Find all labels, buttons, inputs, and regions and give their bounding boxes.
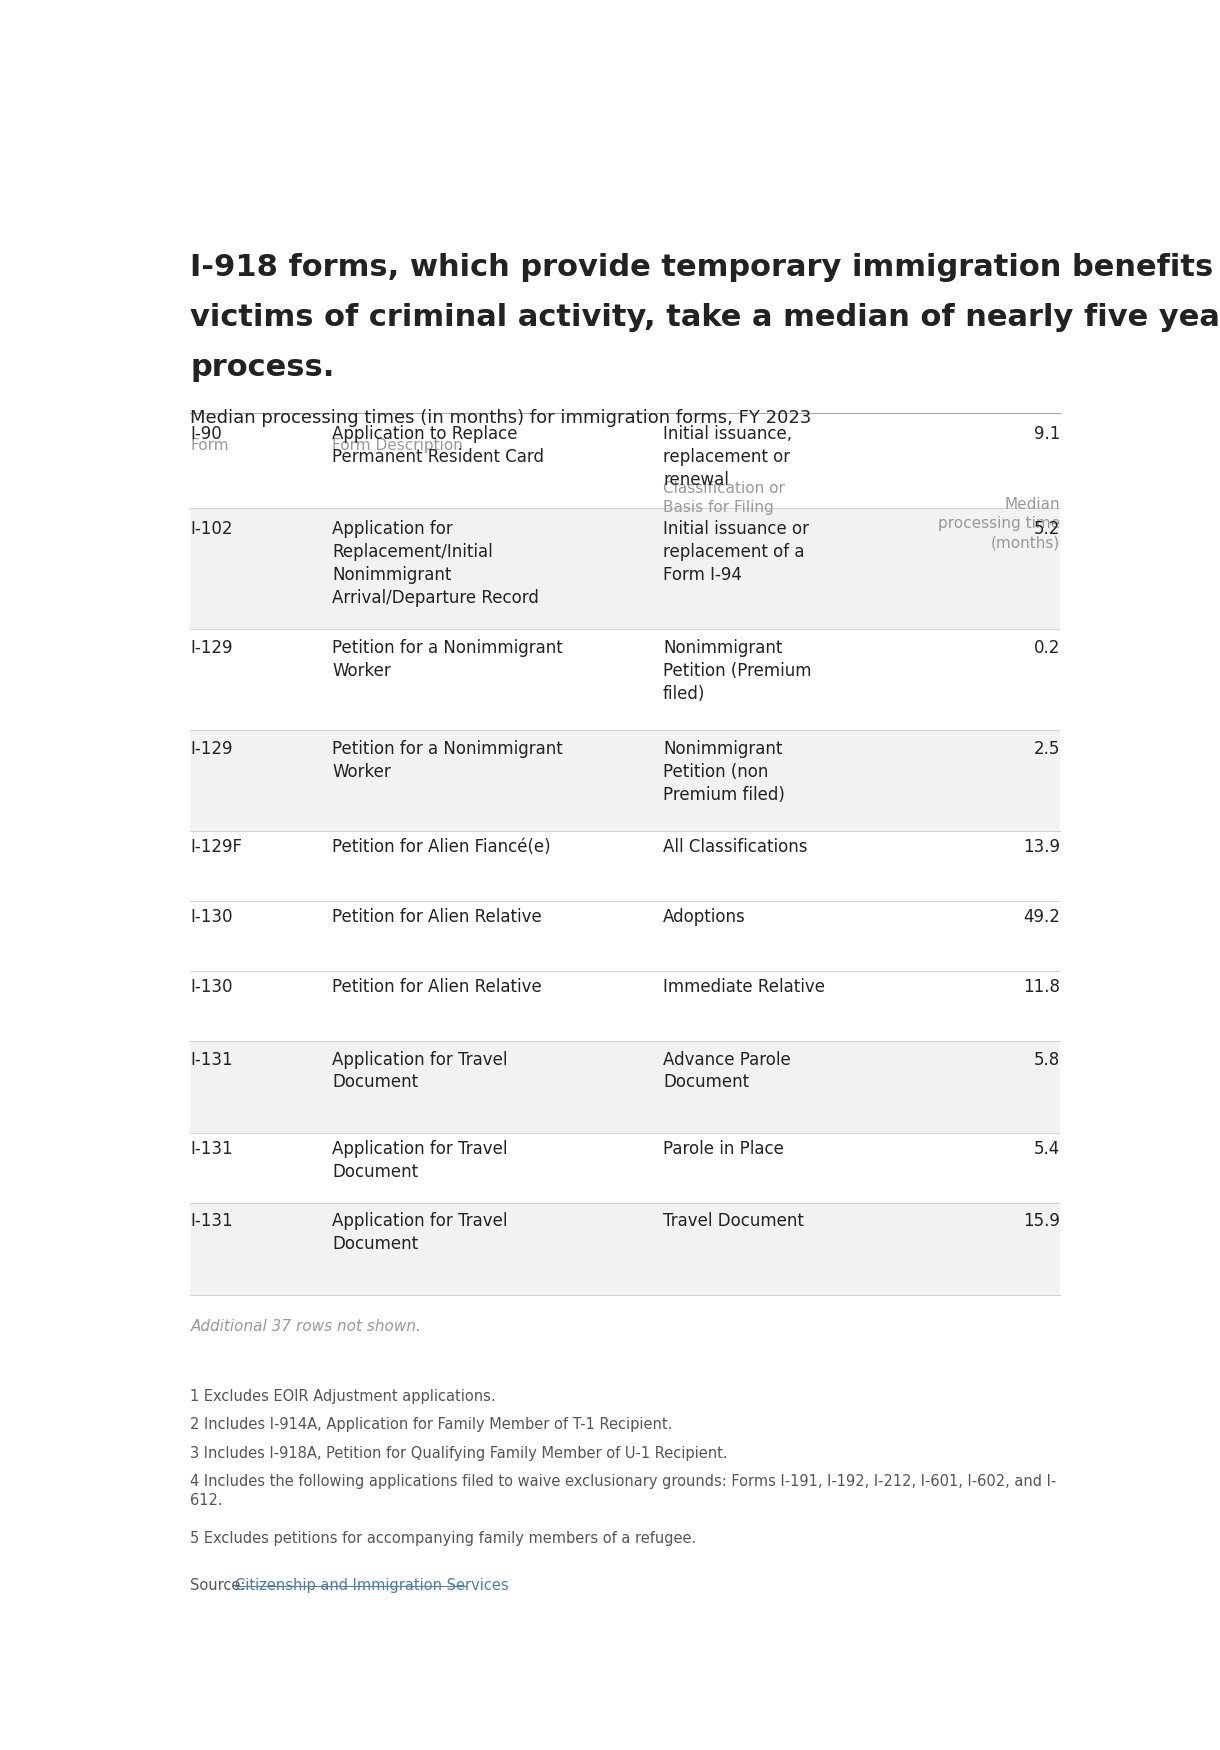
Text: Advance Parole
Document: Advance Parole Document	[664, 1050, 791, 1092]
Bar	[190, 507, 1060, 628]
Text: I-90: I-90	[190, 425, 222, 443]
Text: Petition for a Nonimmigrant
Worker: Petition for a Nonimmigrant Worker	[332, 740, 562, 780]
Text: Adoptions: Adoptions	[664, 908, 745, 926]
Text: Form Description: Form Description	[332, 438, 464, 453]
Text: Petition for Alien Fiancé(e): Petition for Alien Fiancé(e)	[332, 838, 550, 856]
Text: Median
processing time
(months): Median processing time (months)	[938, 497, 1060, 551]
Text: 49.2: 49.2	[1024, 908, 1060, 926]
Text: Source:: Source:	[190, 1578, 250, 1592]
Bar	[190, 1202, 1060, 1295]
Text: 11.8: 11.8	[1024, 978, 1060, 996]
Text: I-129: I-129	[190, 740, 233, 758]
Text: 1 Excludes EOIR Adjustment applications.: 1 Excludes EOIR Adjustment applications.	[190, 1390, 497, 1404]
Text: 5.8: 5.8	[1033, 1050, 1060, 1069]
Text: I-130: I-130	[190, 908, 233, 926]
Text: Application for
Replacement/Initial
Nonimmigrant
Arrival/Departure Record: Application for Replacement/Initial Noni…	[332, 520, 539, 607]
Text: Initial issuance or
replacement of a
Form I-94: Initial issuance or replacement of a For…	[664, 520, 809, 584]
Text: Petition for a Nonimmigrant
Worker: Petition for a Nonimmigrant Worker	[332, 639, 562, 681]
Text: 0.2: 0.2	[1033, 639, 1060, 658]
Text: Petition for Alien Relative: Petition for Alien Relative	[332, 908, 542, 926]
Text: 2.5: 2.5	[1033, 740, 1060, 758]
Text: Median processing times (in months) for immigration forms, FY 2023: Median processing times (in months) for …	[190, 410, 811, 427]
Text: Classification or
Basis for Filing: Classification or Basis for Filing	[664, 481, 784, 514]
Text: I-131: I-131	[190, 1213, 233, 1230]
Text: Citizenship and Immigration Services: Citizenship and Immigration Services	[234, 1578, 509, 1592]
Text: 15.9: 15.9	[1024, 1213, 1060, 1230]
Bar	[190, 730, 1060, 831]
Text: Application for Travel
Document: Application for Travel Document	[332, 1050, 508, 1092]
Text: 4 Includes the following applications filed to waive exclusionary grounds: Forms: 4 Includes the following applications fi…	[190, 1474, 1057, 1507]
Text: I-102: I-102	[190, 520, 233, 537]
Text: Additional 37 rows not shown.: Additional 37 rows not shown.	[190, 1320, 421, 1334]
Text: 2 Includes I-914A, Application for Family Member of T-1 Recipient.: 2 Includes I-914A, Application for Famil…	[190, 1418, 672, 1431]
Text: I-129F: I-129F	[190, 838, 243, 856]
Text: I-129: I-129	[190, 639, 233, 658]
Text: I-130: I-130	[190, 978, 233, 996]
Text: Nonimmigrant
Petition (non
Premium filed): Nonimmigrant Petition (non Premium filed…	[664, 740, 784, 803]
Text: Petition for Alien Relative: Petition for Alien Relative	[332, 978, 542, 996]
Text: 3 Includes I-918A, Petition for Qualifying Family Member of U-1 Recipient.: 3 Includes I-918A, Petition for Qualifyi…	[190, 1446, 728, 1461]
Text: 9.1: 9.1	[1033, 425, 1060, 443]
Text: Application for Travel
Document: Application for Travel Document	[332, 1139, 508, 1181]
Text: 13.9: 13.9	[1024, 838, 1060, 856]
Text: Immediate Relative: Immediate Relative	[664, 978, 825, 996]
Text: Travel Document: Travel Document	[664, 1213, 804, 1230]
Text: 5 Excludes petitions for accompanying family members of a refugee.: 5 Excludes petitions for accompanying fa…	[190, 1531, 697, 1545]
Text: victims of criminal activity, take a median of nearly five years to: victims of criminal activity, take a med…	[190, 303, 1220, 332]
Text: 5.2: 5.2	[1033, 520, 1060, 537]
Text: I-131: I-131	[190, 1050, 233, 1069]
Text: All Classifications: All Classifications	[664, 838, 808, 856]
Text: Form: Form	[190, 438, 229, 453]
Text: Application to Replace
Permanent Resident Card: Application to Replace Permanent Residen…	[332, 425, 544, 466]
Text: Nonimmigrant
Petition (Premium
filed): Nonimmigrant Petition (Premium filed)	[664, 639, 811, 704]
Bar	[190, 1041, 1060, 1132]
Text: Application for Travel
Document: Application for Travel Document	[332, 1213, 508, 1253]
Text: I-131: I-131	[190, 1139, 233, 1158]
Text: Parole in Place: Parole in Place	[664, 1139, 784, 1158]
Text: Initial issuance,
replacement or
renewal: Initial issuance, replacement or renewal	[664, 425, 792, 490]
Text: process.: process.	[190, 354, 334, 382]
Text: 5.4: 5.4	[1033, 1139, 1060, 1158]
Text: I-918 forms, which provide temporary immigration benefits to: I-918 forms, which provide temporary imm…	[190, 254, 1220, 282]
